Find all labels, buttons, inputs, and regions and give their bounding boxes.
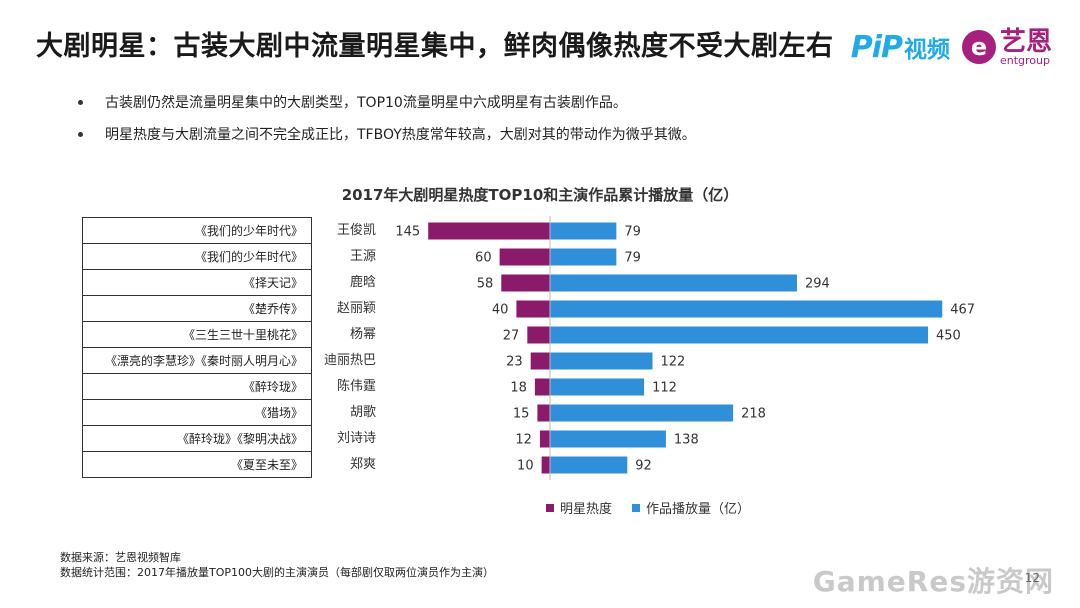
- heat-value-label: 23: [506, 355, 523, 370]
- data-source-note: 数据来源：艺恩视频智库 数据统计范围：2017年播放量TOP100大剧的主演演员…: [60, 550, 494, 580]
- page-number: 12: [1024, 571, 1040, 585]
- works-table-row: 《醉玲珑》《黎明决战》: [82, 426, 312, 452]
- heat-bar: [537, 404, 550, 422]
- works-table-row: 《夏至未至》: [82, 452, 312, 478]
- star-name-label: 鹿晗: [349, 275, 376, 290]
- views-value-label: 450: [936, 329, 961, 344]
- legend-swatch-views: [632, 503, 641, 512]
- source-line: 数据来源：艺恩视频智库: [60, 551, 181, 564]
- works-table-row: 《择天记》: [82, 270, 312, 296]
- views-value-label: 92: [635, 459, 652, 474]
- heat-value-label: 18: [510, 381, 527, 396]
- views-bar: [550, 300, 943, 318]
- entgroup-logo: e 艺恩 entgroup: [961, 26, 1052, 67]
- heat-value-label: 15: [513, 407, 530, 422]
- views-value-label: 79: [624, 251, 641, 266]
- heat-bar: [428, 222, 550, 240]
- heat-bar: [499, 248, 550, 266]
- bullet-text: 古装剧仍然是流量明星集中的大剧类型，TOP10流量明星中六成明星有古装剧作品。: [105, 95, 627, 111]
- bullet-dot: [78, 99, 83, 105]
- works-table-row: 《楚乔传》: [82, 296, 312, 322]
- views-bar: [550, 248, 617, 266]
- heat-bar: [541, 456, 550, 474]
- heat-value-label: 10: [517, 459, 534, 474]
- star-name-label: 赵丽颖: [336, 301, 376, 316]
- views-bar: [550, 222, 617, 240]
- legend-label-views: 作品播放量（亿）: [646, 502, 751, 517]
- views-bar: [550, 352, 653, 370]
- entgroup-logo-cn: 艺恩: [999, 26, 1052, 57]
- works-table-row: 《我们的少年时代》: [82, 218, 312, 244]
- star-name-column: 王俊凯王源鹿晗赵丽颖杨幂迪丽热巴陈伟霆胡歌刘诗诗郑爽: [312, 218, 390, 478]
- views-bar: [550, 404, 734, 422]
- views-value-label: 79: [624, 225, 641, 240]
- heat-value-label: 58: [477, 277, 494, 292]
- star-name-label: 迪丽热巴: [323, 353, 376, 368]
- heat-bar: [516, 300, 550, 318]
- heat-value-label: 145: [395, 225, 420, 240]
- legend-item-views: 作品播放量（亿）: [632, 498, 750, 517]
- works-table-row: 《我们的少年时代》: [82, 244, 312, 270]
- star-name-label: 胡歌: [349, 405, 376, 420]
- pptv-logo-mark: PiP: [850, 29, 903, 65]
- views-bar: [550, 326, 928, 344]
- heat-value-label: 40: [492, 303, 509, 318]
- works-table-row: 《漂亮的李慧珍》《秦时丽人明月心》: [82, 348, 312, 374]
- heat-value-label: 12: [515, 433, 532, 448]
- works-table: 《我们的少年时代》 《我们的少年时代》 《择天记》 《楚乔传》 《三生三世十里桃花》 《漂…: [82, 217, 312, 478]
- views-value-label: 112: [652, 381, 677, 396]
- entgroup-logo-icon: e: [961, 30, 996, 64]
- bullet-list: 古装剧仍然是流量明星集中的大剧类型，TOP10流量明星中六成明星有古装剧作品。 …: [78, 92, 696, 156]
- works-table-row: 《猎场》: [82, 400, 312, 426]
- pptv-logo: PiP视频: [851, 30, 950, 65]
- legend-item-heat: 明星热度: [546, 498, 612, 517]
- heat-value-label: 60: [475, 251, 492, 266]
- heat-value-label: 27: [503, 329, 520, 344]
- heat-bar: [527, 326, 550, 344]
- entgroup-logo-en: entgroup: [999, 53, 1050, 67]
- chart-title: 2017年大剧明星热度TOP10和主演作品累计播放量（亿）: [341, 186, 739, 204]
- views-bar: [550, 378, 645, 396]
- scope-line: 数据统计范围：2017年播放量TOP100大剧的主演演员（每部剧仅取两位演员作为…: [60, 566, 494, 579]
- views-bar: [550, 430, 666, 448]
- bullet-text: 明星热度与大剧流量之间不完全成正比，TFBOY热度常年较高，大剧对其的带动作为微…: [105, 127, 696, 143]
- page-title: 大剧明星：古装大剧中流量明星集中，鲜肉偶像热度不受大剧左右: [36, 31, 834, 62]
- bullet-item: 古装剧仍然是流量明星集中的大剧类型，TOP10流量明星中六成明星有古装剧作品。: [78, 92, 696, 112]
- views-bar: [550, 274, 797, 292]
- watermark: GameRes游资网: [812, 565, 1054, 598]
- star-name-label: 刘诗诗: [336, 431, 376, 446]
- bullet-item: 明星热度与大剧流量之间不完全成正比，TFBOY热度常年较高，大剧对其的带动作为微…: [78, 124, 696, 144]
- star-name-label: 王源: [349, 249, 376, 264]
- brand-logos: PiP视频 e 艺恩 entgroup: [851, 22, 1052, 72]
- views-value-label: 467: [950, 303, 975, 318]
- pptv-logo-text: 视频: [903, 36, 950, 63]
- views-value-label: 122: [660, 355, 685, 370]
- chart-legend: 明星热度 作品播放量（亿）: [546, 498, 750, 517]
- views-value-label: 218: [741, 407, 766, 422]
- star-name-label: 陈伟霆: [336, 379, 376, 394]
- works-table-row: 《三生三世十里桃花》: [82, 322, 312, 348]
- heat-bar: [501, 274, 550, 292]
- views-bar: [550, 456, 628, 474]
- heat-bar: [534, 378, 550, 396]
- star-name-label: 郑爽: [349, 457, 376, 472]
- views-value-label: 138: [674, 433, 699, 448]
- star-name-label: 王俊凯: [336, 223, 376, 238]
- legend-swatch-heat: [546, 503, 554, 512]
- works-table-row: 《醉玲珑》: [82, 374, 312, 400]
- star-name-label: 杨幂: [349, 327, 376, 342]
- heat-bar: [530, 352, 550, 370]
- legend-label-heat: 明星热度: [560, 502, 613, 517]
- heat-bar: [539, 430, 550, 448]
- bullet-dot: [78, 131, 83, 137]
- views-value-label: 294: [805, 277, 830, 292]
